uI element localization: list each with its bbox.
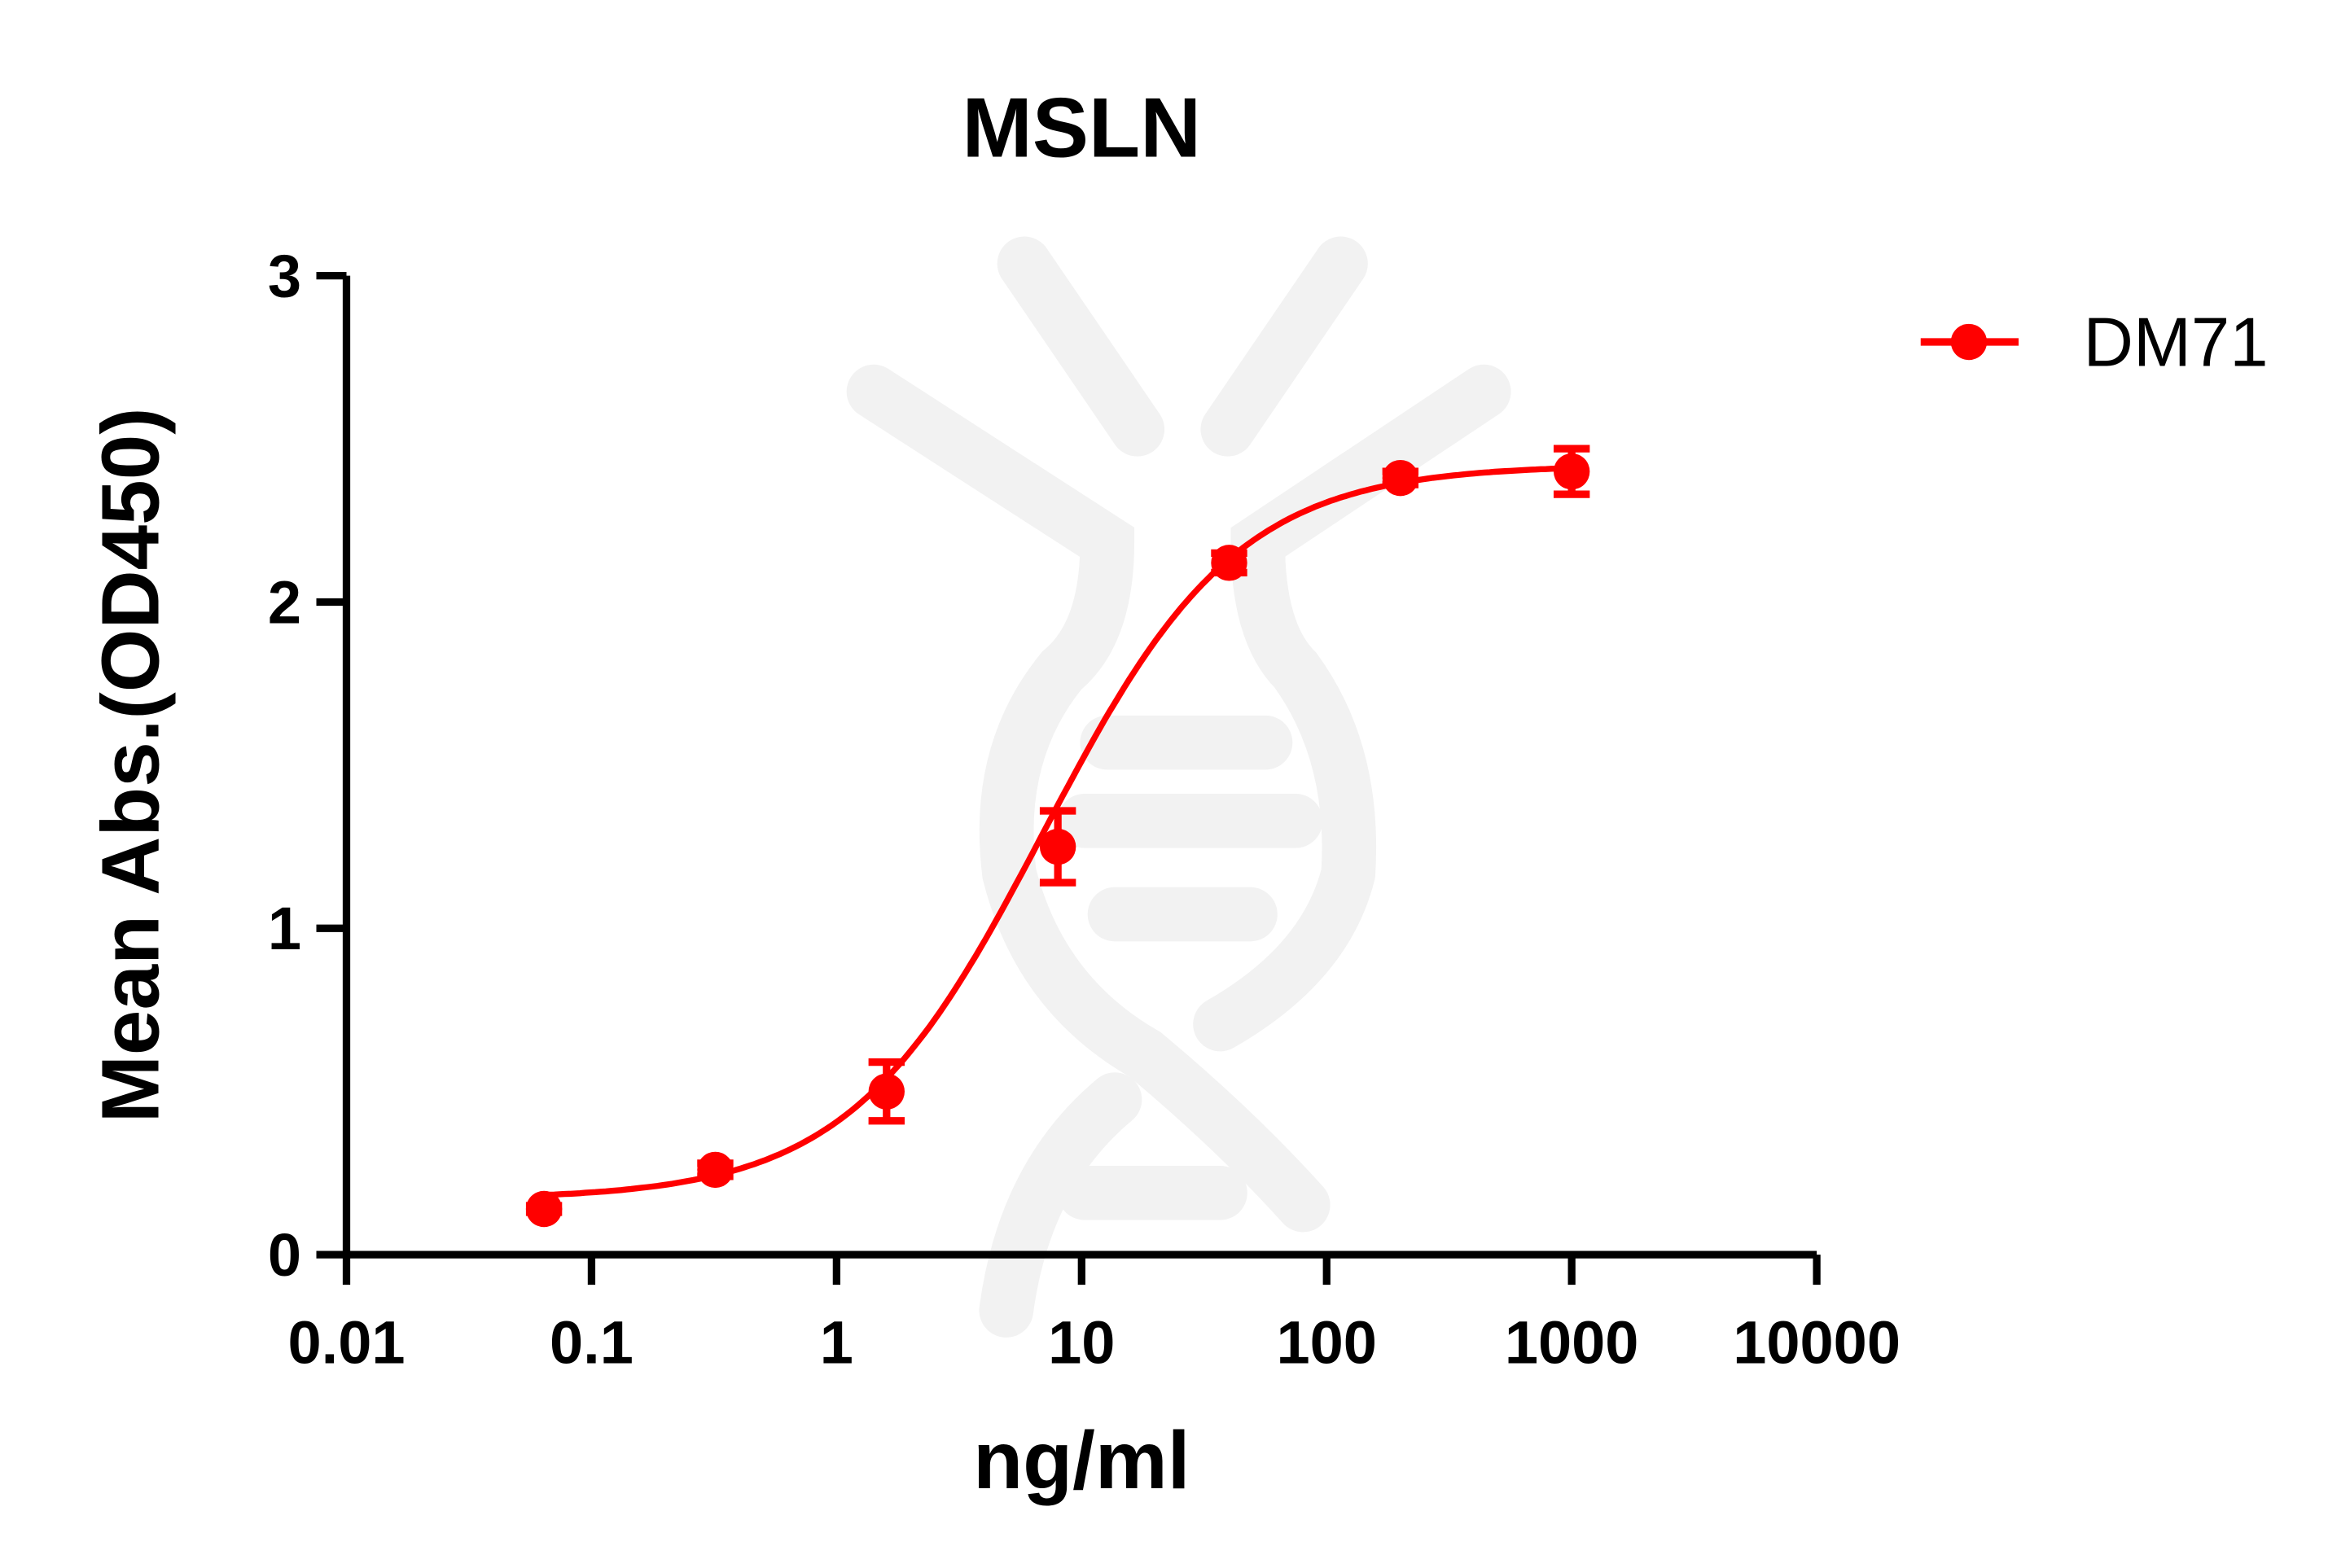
x-tick-label: 0.1 xyxy=(550,1308,634,1376)
point-marker xyxy=(1039,828,1076,865)
point-marker xyxy=(697,1151,734,1189)
data-point xyxy=(1211,545,1247,581)
point-marker xyxy=(1382,459,1419,497)
point-marker xyxy=(1553,453,1590,490)
watermark-logo xyxy=(846,236,1511,1338)
x-tick-label: 1 xyxy=(820,1308,853,1376)
data-point xyxy=(525,1190,563,1228)
data-point xyxy=(868,1058,905,1125)
point-marker xyxy=(1211,545,1247,581)
data-point xyxy=(1039,807,1076,887)
x-tick-label: 0.01 xyxy=(287,1308,405,1376)
x-tick-label: 10000 xyxy=(1733,1308,1901,1376)
legend-marker xyxy=(1950,323,1988,361)
x-tick-label: 1000 xyxy=(1505,1308,1639,1376)
data-points xyxy=(525,445,1590,1228)
y-tick-label: 2 xyxy=(268,568,301,636)
chart-title: MSLN xyxy=(962,80,1201,174)
y-tick-label: 1 xyxy=(268,895,301,962)
data-point xyxy=(1382,459,1419,497)
data-point xyxy=(1553,445,1590,498)
axes: 0.01 0.1 1 10 100 1000 10000 0 1 2 3 xyxy=(268,243,1901,1377)
x-tick-label: 100 xyxy=(1276,1308,1376,1376)
x-tick-label: 10 xyxy=(1048,1308,1115,1376)
y-axis-label: Mean Abs.(OD450) xyxy=(85,407,176,1123)
point-marker xyxy=(525,1190,563,1228)
y-tick-label: 3 xyxy=(268,243,301,310)
legend-label: DM71 xyxy=(2084,304,2269,382)
x-axis-label: ng/ml xyxy=(973,1416,1190,1506)
y-tick-label: 0 xyxy=(268,1221,301,1289)
legend: DM71 xyxy=(1920,304,2269,382)
point-marker xyxy=(868,1073,905,1110)
data-point xyxy=(697,1151,734,1189)
